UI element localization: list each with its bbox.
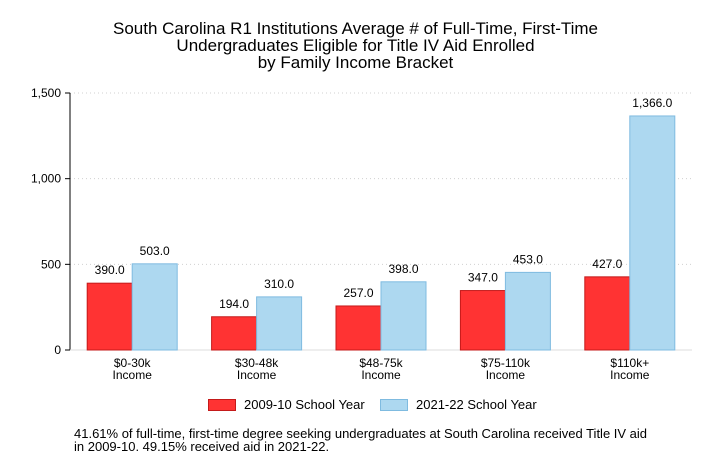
legend-swatch-2009-10	[208, 398, 236, 411]
bar	[459, 290, 506, 351]
data-label: 427.0	[592, 257, 622, 271]
legend-label-2009-10: 2009-10 School Year	[244, 397, 365, 412]
bar	[211, 316, 258, 351]
data-label: 1,366.0	[632, 96, 672, 110]
data-label: 398.0	[388, 262, 418, 276]
footnote-line: 41.61% of full-time, first-time degree s…	[74, 426, 648, 441]
bar	[335, 305, 382, 351]
legend-item-2021-22: 2021-22 School Year	[380, 397, 537, 412]
x-tick-label: $0-30k	[114, 356, 152, 370]
chart-legend: 2009-10 School Year 2021-22 School Year	[0, 397, 711, 417]
bar	[380, 281, 427, 351]
data-label: 347.0	[468, 271, 498, 285]
bar	[504, 271, 551, 351]
y-tick-label: 1,000	[31, 172, 61, 186]
bar	[629, 115, 676, 351]
x-tick-label: $110k+	[610, 356, 649, 370]
bar	[256, 296, 303, 351]
y-tick-label: 0	[54, 343, 61, 357]
x-tick-label: Income	[486, 368, 526, 382]
data-label: 257.0	[343, 286, 373, 300]
x-tick-label: $75-110k	[481, 356, 531, 370]
x-tick-label: Income	[361, 368, 401, 382]
x-tick-label: Income	[610, 368, 650, 382]
legend-label-2021-22: 2021-22 School Year	[416, 397, 537, 412]
y-tick-label: 500	[41, 257, 61, 271]
data-label: 390.0	[95, 263, 125, 277]
bar	[86, 282, 133, 351]
x-tick-label: $48-75k	[359, 356, 403, 370]
legend-item-2009-10: 2009-10 School Year	[208, 397, 365, 412]
legend-swatch-2021-22	[380, 398, 408, 411]
x-tick-label: $30-48k	[235, 356, 279, 370]
x-tick-label: Income	[237, 368, 277, 382]
data-label: 503.0	[140, 244, 170, 258]
data-label: 453.0	[513, 252, 543, 266]
footnote-line: in 2009-10. 49.15% received aid in 2021-…	[74, 439, 330, 454]
x-tick-label: Income	[113, 368, 153, 382]
bar	[584, 276, 631, 351]
bar	[131, 263, 178, 351]
chart-title: South Carolina R1 Institutions Average #…	[0, 20, 711, 71]
chart-title-line: Undergraduates Eligible for Title IV Aid…	[176, 36, 535, 55]
chart-title-line: South Carolina R1 Institutions Average #…	[113, 19, 598, 38]
y-tick-label: 1,500	[31, 86, 61, 100]
data-label: 310.0	[264, 277, 294, 291]
chart-title-line: by Family Income Bracket	[257, 53, 454, 72]
footnote: 41.61% of full-time, first-time degree s…	[74, 427, 694, 453]
data-label: 194.0	[219, 297, 249, 311]
